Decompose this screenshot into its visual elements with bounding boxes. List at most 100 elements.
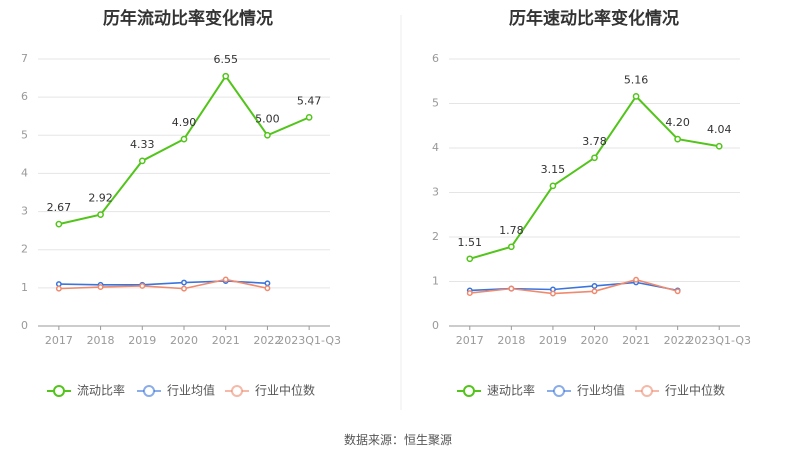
point-median: [222, 276, 229, 283]
data-label: 3.78: [582, 135, 607, 148]
point-median: [181, 285, 187, 292]
legend-label: 流动比率: [77, 383, 125, 398]
legend-label: 行业中位数: [665, 383, 725, 398]
point-avg: [181, 279, 187, 286]
legend-item-avg: 行业均值: [137, 383, 215, 398]
point-median: [264, 285, 271, 292]
point-main: [466, 255, 474, 263]
series-line-median: [469, 278, 678, 295]
legend-label: 行业中位数: [255, 383, 315, 398]
point-main: [264, 131, 271, 139]
data-label: 2.92: [88, 192, 113, 205]
y-tick-label: 5: [21, 128, 28, 141]
chart-panel-2: 历年速动比率变化情况 0 1 2 3 4 5 6 2017 2018 2019 2020 2021 202…: [432, 8, 751, 398]
data-label: 2.67: [47, 201, 72, 214]
point-avg: [55, 281, 62, 287]
point-main: [97, 211, 104, 218]
y-tick-label: 2: [432, 230, 439, 243]
x-tick-label: 2019: [539, 334, 567, 347]
y-tick-label: 3: [21, 205, 28, 218]
data-label: 5.00: [255, 112, 280, 125]
x-tick-label: 2022: [253, 334, 281, 347]
data-label: 6.55: [213, 53, 238, 66]
x-tick-label: 2022: [664, 334, 692, 347]
data-label: 4.33: [130, 138, 155, 151]
data-label: 5.16: [624, 73, 649, 86]
x-tick-label: 2021: [622, 334, 650, 347]
point-median: [633, 276, 640, 283]
x-tick-label: 2017: [456, 334, 484, 347]
y-tick-label: 4: [21, 166, 28, 179]
legend: 速动比率 行业均值 行业中位数: [457, 383, 725, 398]
legend-label: 行业均值: [167, 383, 215, 398]
data-label: 4.20: [665, 116, 690, 129]
y-tick-label: 5: [432, 97, 439, 110]
legend-marker: [463, 385, 475, 397]
y-tick-label: 3: [432, 186, 439, 199]
legend-marker: [553, 385, 565, 397]
chart-panel-1: 历年流动比率变化情况 0 1 2 3 4 5 6 7 2017 2018 2019 2020 2021 20…: [21, 8, 341, 398]
point-main: [180, 135, 188, 143]
x-tick-label: 2018: [87, 334, 115, 347]
y-tick-label: 6: [21, 90, 28, 103]
point-median: [549, 290, 556, 297]
y-tick-label: 0: [21, 319, 28, 332]
x-tick-label: 2019: [128, 334, 156, 347]
point-main: [591, 154, 598, 162]
data-label: 5.47: [297, 94, 322, 107]
point-main: [305, 114, 313, 121]
y-tick-label: 4: [432, 141, 439, 154]
data-label: 4.90: [172, 116, 197, 129]
point-main: [674, 135, 681, 143]
y-tick-label: 1: [432, 275, 439, 288]
point-main: [508, 243, 515, 251]
data-label: 1.78: [499, 224, 524, 237]
x-tick-label: 2018: [497, 334, 525, 347]
legend-item-main: 流动比率: [47, 383, 125, 398]
point-median: [97, 284, 104, 291]
legend-item-main: 速动比率: [457, 383, 535, 398]
chart-title: 历年流动比率变化情况: [103, 8, 273, 29]
legend: 流动比率 行业均值 行业中位数: [47, 383, 315, 398]
x-tick-label: 2020: [170, 334, 198, 347]
x-tick-label: 2020: [581, 334, 609, 347]
point-median: [139, 283, 146, 289]
legend-item-median: 行业中位数: [225, 383, 315, 398]
point-median: [591, 288, 598, 295]
y-tick-label: 6: [432, 52, 439, 65]
point-main: [715, 142, 723, 150]
x-tick-label: 2021: [212, 334, 240, 347]
point-avg: [264, 280, 271, 287]
point-median: [466, 290, 473, 297]
series-line-median: [58, 278, 268, 290]
x-tick-label: 2023Q1-Q3: [687, 334, 751, 347]
point-main: [222, 72, 230, 80]
point-median: [674, 288, 681, 295]
x-tick-label: 2017: [45, 334, 73, 347]
point-avg: [591, 283, 598, 289]
point-main: [138, 157, 146, 165]
data-source-note: 数据来源：恒生聚源: [343, 433, 452, 447]
point-main: [55, 220, 63, 228]
point-median: [55, 285, 62, 292]
point-main: [549, 182, 557, 190]
data-label: 3.15: [541, 163, 566, 176]
legend-marker: [641, 385, 653, 397]
legend-item-median: 行业中位数: [635, 383, 725, 398]
legend-marker: [143, 385, 155, 397]
legend-marker: [231, 385, 243, 397]
y-tick-label: 2: [21, 243, 28, 256]
legend-item-avg: 行业均值: [547, 383, 625, 398]
y-tick-label: 1: [21, 281, 28, 294]
y-tick-label: 7: [21, 52, 28, 65]
chart-title: 历年速动比率变化情况: [509, 8, 679, 29]
point-main: [632, 93, 640, 100]
legend-label: 行业均值: [577, 383, 625, 398]
y-tick-label: 0: [432, 319, 439, 332]
legend-label: 速动比率: [487, 383, 535, 398]
x-tick-label: 2023Q1-Q3: [277, 334, 341, 347]
point-median: [508, 285, 515, 292]
legend-marker: [53, 385, 65, 397]
data-label: 4.04: [707, 123, 732, 136]
